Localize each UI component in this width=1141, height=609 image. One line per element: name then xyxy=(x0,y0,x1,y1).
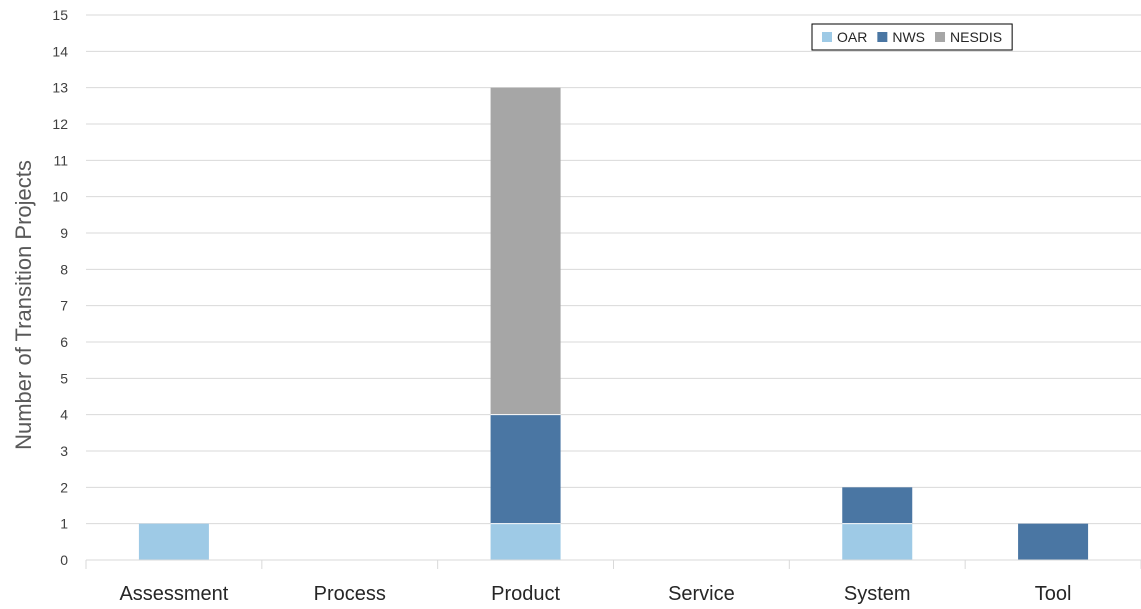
legend-swatch-nws xyxy=(877,32,888,42)
y-tick-label: 11 xyxy=(53,152,68,168)
legend-label-oar: OAR xyxy=(837,29,867,45)
bar-segment-nws-product xyxy=(490,414,561,524)
legend: OAR NWS NESDIS xyxy=(811,23,1013,51)
y-tick-label: 2 xyxy=(60,479,68,495)
legend-label-nesdis: NESDIS xyxy=(950,29,1002,45)
x-tick-label: Assessment xyxy=(119,583,228,605)
legend-swatch-oar xyxy=(822,32,832,42)
bar-segment-nws-tool xyxy=(1018,523,1089,560)
y-tick-label: 4 xyxy=(60,407,68,423)
y-tick-label: 10 xyxy=(52,189,68,205)
x-tick-label: Tool xyxy=(1035,583,1072,605)
bar-segment-oar-product xyxy=(490,523,561,560)
bar-segment-nesdis-product xyxy=(490,87,561,415)
bars xyxy=(138,87,1089,560)
bar-segment-oar-assessment xyxy=(138,523,209,560)
y-tick-label: 0 xyxy=(60,552,68,568)
x-tick-label: Product xyxy=(491,583,560,605)
legend-label-nws: NWS xyxy=(892,29,925,45)
y-tick-label: 12 xyxy=(52,116,68,132)
x-tick-label: Process xyxy=(314,583,386,605)
y-tick-label: 1 xyxy=(60,516,68,532)
bar-segment-nws-system xyxy=(842,487,913,524)
x-axis-category-separators xyxy=(85,560,1141,569)
bar-segment-oar-system xyxy=(842,523,913,560)
y-axis-label: Number of Transition Projects xyxy=(11,160,36,450)
y-tick-label: 7 xyxy=(60,298,68,314)
legend-box xyxy=(811,23,1013,51)
y-tick-label: 5 xyxy=(60,370,68,386)
y-tick-label: 6 xyxy=(60,334,68,350)
y-tick-label: 14 xyxy=(52,43,68,59)
y-tick-label: 3 xyxy=(60,443,68,459)
y-tick-label: 8 xyxy=(60,261,68,277)
y-tick-label: 13 xyxy=(52,80,68,96)
legend-swatch-nesdis xyxy=(935,32,946,42)
y-tick-label: 15 xyxy=(52,7,68,23)
y-tick-label: 9 xyxy=(60,225,68,241)
x-axis-category-labels: Assessment Process Product Service System Too… xyxy=(119,583,1071,605)
x-tick-label: Service xyxy=(668,583,735,605)
gridlines xyxy=(86,14,1141,525)
x-tick-label: System xyxy=(844,583,911,605)
